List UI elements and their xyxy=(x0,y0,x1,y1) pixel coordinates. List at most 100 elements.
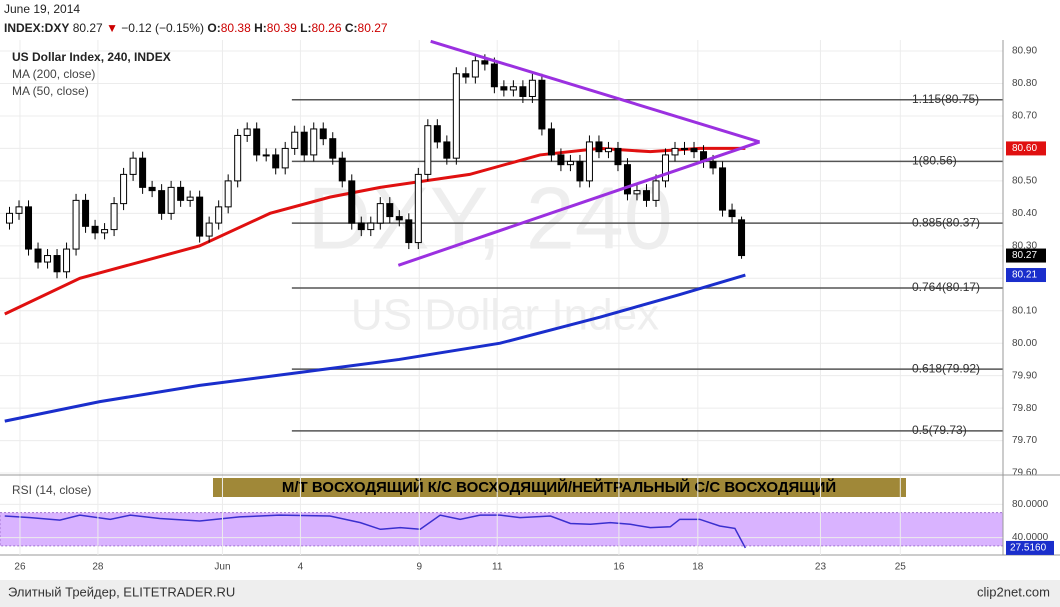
candle-body xyxy=(576,160,584,182)
legend-entry: MA (50, close) xyxy=(12,84,89,98)
candle-body xyxy=(167,186,175,214)
price-tag-label: 80.60 xyxy=(1012,143,1037,154)
candle-body xyxy=(509,86,517,91)
banner: М/Т ВОСХОДЯЩИЙ К/С ВОСХОДЯЩИЙ/НЕЙТРАЛЬНЫ… xyxy=(282,478,836,496)
c-label: C: xyxy=(345,21,358,35)
header-line: INDEX:DXY 80.27 ▼ −0.12 (−0.15%) O:80.38… xyxy=(4,21,388,35)
candle-body xyxy=(139,157,147,188)
fib-label: 0.618(79.92) xyxy=(912,361,980,375)
h: 80.39 xyxy=(267,21,297,35)
candle-body xyxy=(405,219,413,244)
rsi-line xyxy=(4,514,747,549)
candle-body xyxy=(709,160,717,169)
fib-label: 0.5(79.73) xyxy=(912,423,967,437)
candle-body xyxy=(357,222,365,231)
rsi-title: RSI (14, close) xyxy=(12,483,91,497)
y-tick-label: 80.10 xyxy=(1012,305,1037,316)
price-tag xyxy=(1006,268,1046,283)
candle-body xyxy=(6,212,14,224)
fib-label: 1.115(80.75) xyxy=(912,92,979,106)
fib-label: 1(80.56) xyxy=(912,154,957,168)
candle-body xyxy=(329,138,337,159)
candle-body xyxy=(471,60,479,78)
y-tick-label: 80.30 xyxy=(1012,240,1037,251)
candle-body xyxy=(300,131,308,156)
x-tick-label: 28 xyxy=(92,562,104,573)
candle-body xyxy=(566,160,574,166)
candle-body xyxy=(120,173,128,205)
candle-body xyxy=(519,86,527,97)
candle-body xyxy=(34,248,42,263)
date: June 19, 2014 xyxy=(4,2,80,16)
candle-body xyxy=(547,128,555,156)
candle-body xyxy=(129,157,137,175)
candle-body xyxy=(623,164,631,195)
y-tick-label: 80.50 xyxy=(1012,176,1037,187)
x-tick-label: Jun xyxy=(214,562,230,573)
candle-body xyxy=(481,60,489,65)
candle-body xyxy=(205,222,213,237)
candle-body xyxy=(490,63,498,88)
price-tag-label: 80.27 xyxy=(1012,250,1037,261)
candle-body xyxy=(500,86,508,91)
candle-body xyxy=(395,216,403,221)
candle-body xyxy=(614,147,622,166)
candle-body xyxy=(604,147,612,153)
trendline xyxy=(430,39,761,144)
candle-body xyxy=(177,186,185,201)
candle-body xyxy=(462,73,470,78)
candle-body xyxy=(376,203,384,224)
candle-body xyxy=(91,225,99,234)
footer-right: clip2net.com xyxy=(977,584,1050,599)
candle-body xyxy=(262,154,270,157)
y-tick-label: 80.0000 xyxy=(1012,499,1049,510)
price-tag xyxy=(1006,540,1054,555)
candle-body xyxy=(63,248,71,273)
y-tick-label: 80.80 xyxy=(1012,78,1037,89)
candle-body xyxy=(101,229,109,234)
candle-body xyxy=(215,206,223,224)
fib-label: 0.764(80.17) xyxy=(912,280,980,294)
series-title: US Dollar Index, 240, INDEX xyxy=(12,50,171,64)
candle-body xyxy=(338,157,346,182)
candle-body xyxy=(319,128,327,140)
legend-entry: MA (200, close) xyxy=(12,67,95,81)
candle-body xyxy=(414,173,422,244)
candle-body xyxy=(25,206,33,250)
candle-body xyxy=(642,190,650,201)
y-tick-label: 40.0000 xyxy=(1012,532,1049,543)
candle-body xyxy=(738,219,746,257)
y-tick-label: 80.70 xyxy=(1012,111,1037,122)
c: 80.27 xyxy=(358,21,388,35)
candle-body xyxy=(291,131,299,149)
candle-body xyxy=(243,128,251,136)
y-tick-label: 79.90 xyxy=(1012,370,1037,381)
x-tick-label: 4 xyxy=(298,562,304,573)
o-label: O: xyxy=(207,21,220,35)
x-tick-label: 16 xyxy=(613,562,625,573)
candle-body xyxy=(224,180,232,208)
ma-line xyxy=(4,273,746,423)
symbol: INDEX:DXY xyxy=(4,21,69,35)
candle-body xyxy=(557,154,565,166)
ma-line xyxy=(4,146,746,316)
l: 80.26 xyxy=(311,21,341,35)
candle-body xyxy=(15,206,23,214)
candle-body xyxy=(595,141,603,153)
y-tick-label: 79.70 xyxy=(1012,435,1037,446)
y-tick-label: 80.90 xyxy=(1012,46,1037,57)
candle-body xyxy=(424,125,432,175)
candle-body xyxy=(652,180,660,201)
x-tick-label: 11 xyxy=(492,562,503,573)
candle-body xyxy=(690,147,698,153)
footer-bar xyxy=(0,580,1060,607)
candle-body xyxy=(433,125,441,143)
y-tick-label: 79.80 xyxy=(1012,403,1037,414)
y-tick-label: 80.40 xyxy=(1012,208,1037,219)
candle-body xyxy=(348,180,356,224)
candle-body xyxy=(585,141,593,182)
candle-body xyxy=(452,73,460,159)
candle-body xyxy=(44,255,52,263)
o: 80.38 xyxy=(221,21,251,35)
